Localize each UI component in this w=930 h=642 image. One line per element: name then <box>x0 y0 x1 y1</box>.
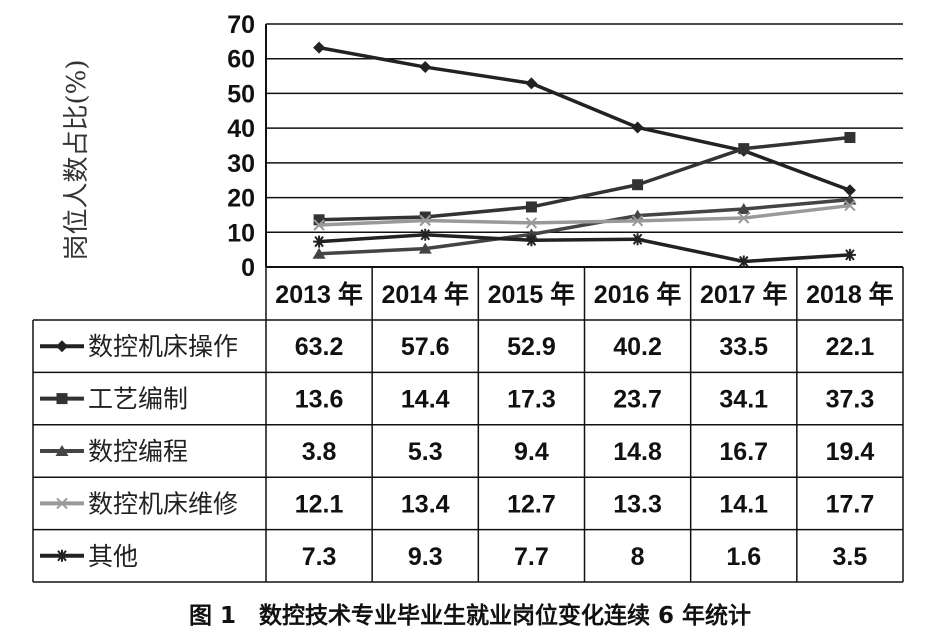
y-tick-label: 0 <box>241 254 255 282</box>
y-tick-label: 50 <box>227 80 255 108</box>
square-marker <box>56 393 68 405</box>
square-marker <box>738 143 750 155</box>
table-cell-value: 57.6 <box>401 333 450 361</box>
square-marker <box>419 211 431 223</box>
table-cell-value: 1.6 <box>726 543 761 571</box>
table-cell-value: 7.7 <box>514 543 549 571</box>
x-marker <box>419 214 431 227</box>
diamond-marker <box>843 184 856 197</box>
x-marker <box>313 219 325 231</box>
diamond-marker <box>525 77 538 90</box>
series-line <box>318 45 851 192</box>
table-cell-value: 9.4 <box>514 438 549 466</box>
x-category-label: 2013 年 <box>275 280 363 309</box>
x-marker <box>738 212 750 224</box>
x-marker <box>525 217 538 229</box>
triangle-marker <box>55 445 69 456</box>
table-cell-value: 14.1 <box>719 490 768 518</box>
y-tick-label: 70 <box>227 11 255 39</box>
series-line <box>318 232 851 264</box>
diamond-marker <box>419 61 432 74</box>
star-marker <box>631 233 644 246</box>
diamond-marker <box>313 41 326 54</box>
legend-label: 数控机床维修 <box>88 489 238 518</box>
legend-label: 工艺编制 <box>88 385 188 414</box>
table-cell-value: 34.1 <box>719 386 768 414</box>
square-marker <box>632 179 644 191</box>
table-cell-value: 12.7 <box>507 490 556 518</box>
table-cell-value: 40.2 <box>613 333 662 361</box>
table-cell-value: 22.1 <box>826 333 875 361</box>
table-cell-value: 7.3 <box>302 543 337 571</box>
x-marker <box>844 199 856 212</box>
diamond-marker <box>56 340 68 353</box>
star-marker <box>525 234 538 247</box>
table-cell-value: 3.8 <box>302 438 337 466</box>
table-cell-value: 23.7 <box>613 386 662 414</box>
y-tick-label: 10 <box>227 219 255 247</box>
x-marker <box>56 497 68 510</box>
star-marker <box>843 248 856 261</box>
y-axis-label: 岗位人数占比(%) <box>62 60 92 261</box>
table-cell-value: 13.4 <box>401 490 450 518</box>
x-category-label: 2014 年 <box>381 280 469 309</box>
series-line <box>319 203 851 227</box>
y-tick-label: 30 <box>227 150 255 178</box>
y-tick-label: 20 <box>227 185 255 213</box>
y-tick-label: 60 <box>227 46 255 74</box>
legend-label: 数控机床操作 <box>88 332 238 361</box>
table-cell-value: 19.4 <box>826 438 875 466</box>
square-marker <box>313 214 325 226</box>
x-category-label: 2015 年 <box>488 280 576 309</box>
table-cell-value: 12.1 <box>295 490 344 518</box>
table-cell-value: 5.3 <box>408 438 443 466</box>
x-category-label: 2018 年 <box>806 280 894 309</box>
star-marker <box>313 235 326 248</box>
table-cell-value: 33.5 <box>719 333 768 361</box>
table-cell-value: 13.6 <box>295 386 344 414</box>
x-marker <box>631 215 644 227</box>
legend-label: 其他 <box>88 542 138 571</box>
table-cell-value: 16.7 <box>719 438 768 466</box>
table-cell-value: 9.3 <box>408 543 443 571</box>
y-tick-label: 40 <box>227 115 255 143</box>
x-category-label: 2016 年 <box>594 280 682 309</box>
triangle-marker <box>312 247 326 259</box>
star-marker <box>56 549 68 562</box>
table-cell-value: 8 <box>631 543 645 571</box>
table-cell-value: 52.9 <box>507 333 556 361</box>
table-cell-value: 63.2 <box>295 333 344 361</box>
triangle-marker <box>737 203 751 215</box>
table-cell-value: 17.7 <box>826 490 875 518</box>
series-line <box>318 197 851 256</box>
table-cell-value: 14.4 <box>401 386 450 414</box>
star-marker <box>419 228 432 241</box>
chart-title: 图 1 数控技术专业毕业生就业岗位变化连续 6 年统计 <box>189 602 751 629</box>
table-cell-value: 37.3 <box>826 386 875 414</box>
star-marker <box>737 255 750 268</box>
x-category-label: 2017 年 <box>700 280 788 309</box>
square-marker <box>844 132 856 144</box>
table-cell-value: 13.3 <box>613 490 662 518</box>
table-cell-value: 14.8 <box>613 438 662 466</box>
triangle-marker <box>418 242 432 254</box>
table-cell-value: 3.5 <box>833 543 868 571</box>
legend-label: 数控编程 <box>88 437 188 466</box>
series-line <box>319 135 851 222</box>
square-marker <box>525 201 537 213</box>
diamond-marker <box>631 121 644 134</box>
table-cell-value: 17.3 <box>507 386 556 414</box>
